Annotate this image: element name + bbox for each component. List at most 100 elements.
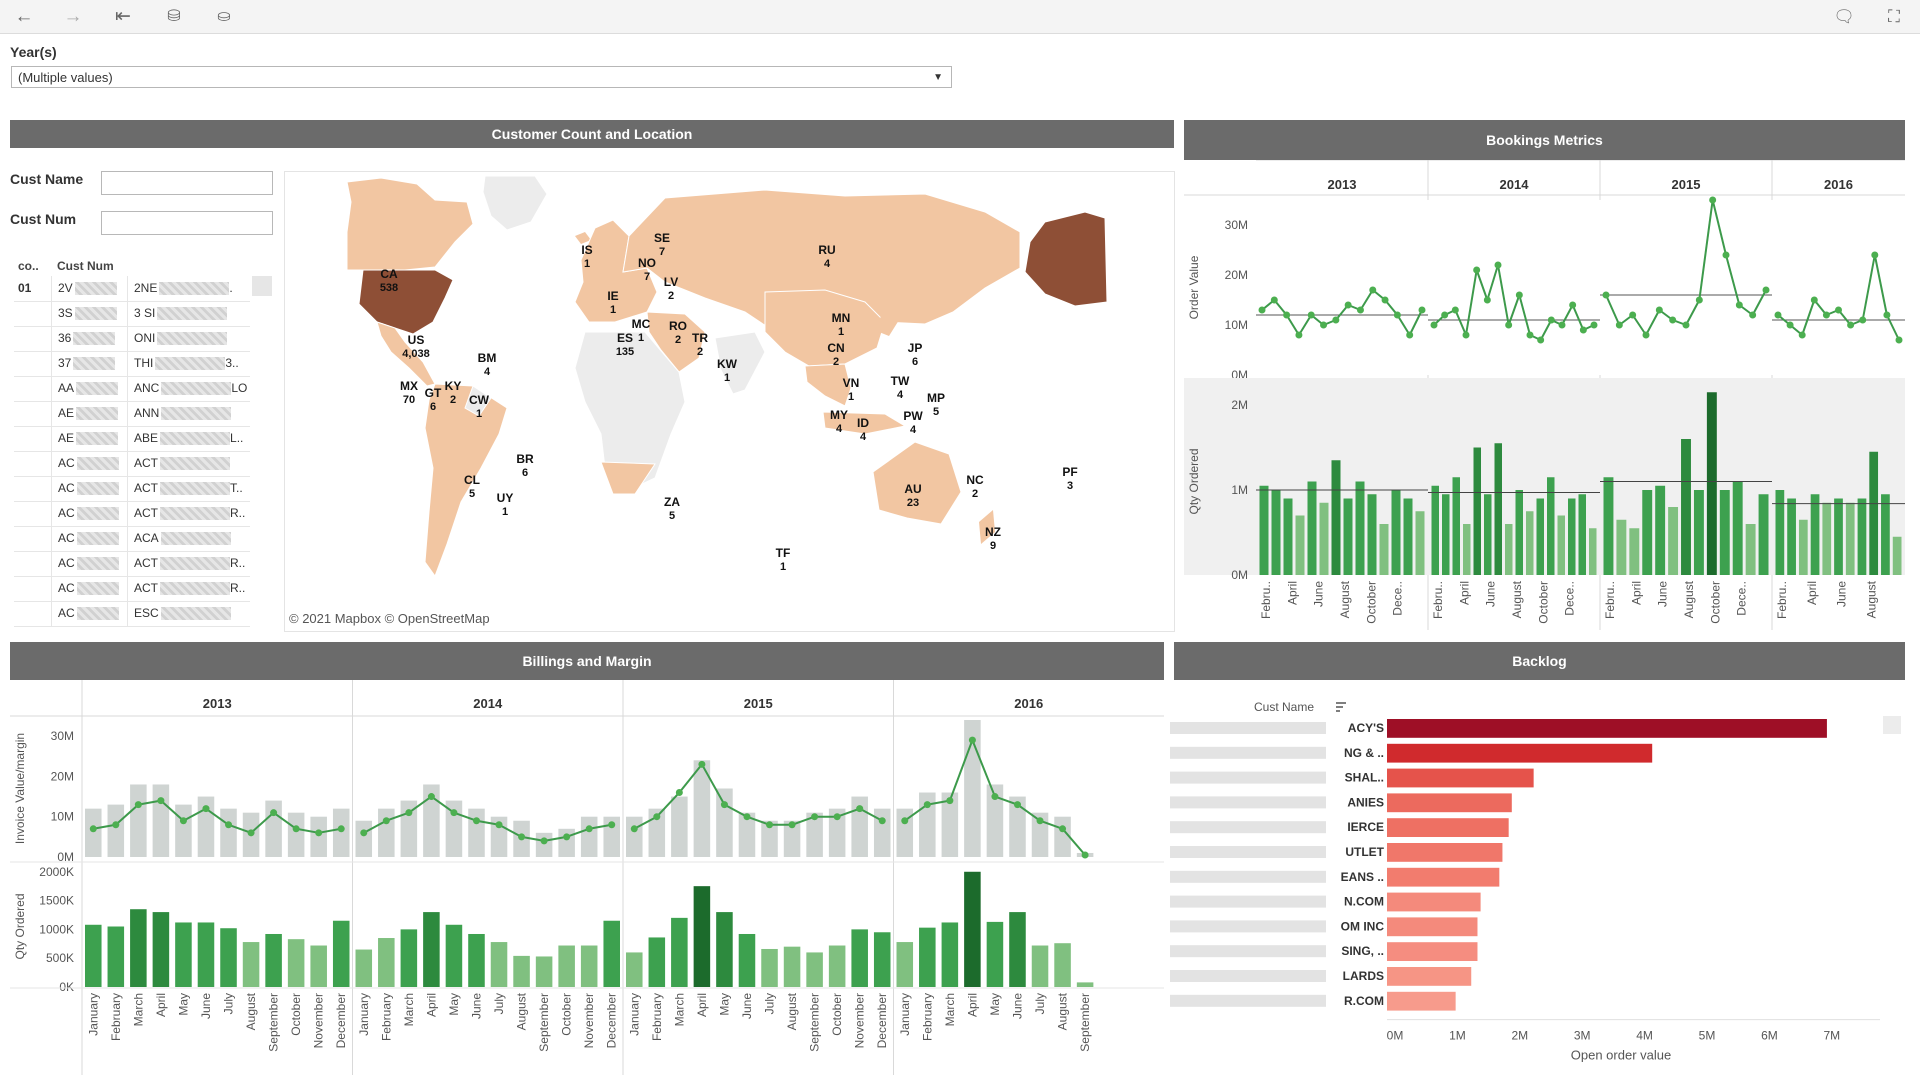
table-row[interactable]: AC ACT R..: [14, 576, 250, 602]
data-point: [1895, 336, 1903, 344]
refresh-data-icon[interactable]: ⛁: [167, 8, 181, 25]
qty-bar: [851, 929, 868, 987]
table-row[interactable]: AA ANC LO: [14, 376, 250, 402]
bar: [1668, 507, 1679, 575]
bar: [1719, 490, 1730, 575]
invoice-bar: [941, 792, 959, 857]
map-label-code: LV: [664, 275, 678, 289]
table-row[interactable]: 3S 3 SI: [14, 301, 250, 327]
bar: [1452, 477, 1460, 575]
table-row[interactable]: 36 ONI: [14, 326, 250, 352]
x-tick-label: June: [199, 993, 213, 1019]
bar: [1367, 494, 1377, 575]
cust-name-input[interactable]: [101, 171, 273, 195]
data-point: [1483, 296, 1491, 304]
qty-bar: [1054, 943, 1071, 987]
y-tick-label: 500K: [46, 951, 74, 965]
row-company: [14, 426, 52, 451]
map-label-code: BR: [516, 452, 534, 466]
data-point: [1655, 306, 1663, 314]
data-point: [1441, 311, 1449, 319]
qty-bar: [1031, 945, 1049, 987]
qty-bar: [761, 948, 778, 987]
invoice-bar: [648, 808, 666, 857]
data-point: [1709, 196, 1717, 204]
backlog-customer-label: UTLET: [1345, 845, 1384, 859]
billings-chart[interactable]: 2013 2014 2015 2016 30M 20M 10M 0M Invoice Value…: [10, 680, 1164, 1075]
map-label-code: SE: [654, 231, 670, 245]
revert-icon[interactable]: ⇤: [115, 6, 131, 27]
table-row[interactable]: AC ACT: [14, 451, 250, 477]
cust-num-input[interactable]: [101, 211, 273, 235]
x-tick-label: January: [86, 993, 100, 1036]
data-point: [1871, 251, 1879, 259]
x-tick-label: June: [1656, 581, 1670, 607]
bar: [1693, 490, 1704, 575]
margin-line-segment: [160, 799, 185, 822]
margin-point: [360, 829, 368, 837]
table-scrollbar[interactable]: [252, 276, 272, 296]
bar: [1655, 485, 1666, 575]
x-tick-label: January: [898, 993, 912, 1036]
margin-point: [720, 801, 728, 809]
table-row[interactable]: AE ANN: [14, 401, 250, 427]
qty-bar: [558, 945, 575, 987]
table-row[interactable]: 01 2V 2NE.: [14, 276, 250, 302]
row-cust-name: 2NE.: [127, 276, 257, 301]
y-tick-label: 30M: [1225, 218, 1248, 232]
table-row[interactable]: 37 THI 3..: [14, 351, 250, 377]
margin-line-segment: [723, 803, 748, 818]
invoice-bar: [873, 808, 891, 857]
margin-line-segment: [543, 835, 567, 842]
line-segment: [1698, 199, 1714, 301]
backlog-customer-label: LARDS: [1343, 969, 1384, 983]
table-row[interactable]: AE ABE L..: [14, 426, 250, 452]
y-axis-label: Qty Ordered: [13, 893, 27, 959]
redacted-text: [1170, 895, 1326, 908]
backlog-bar: [1387, 719, 1827, 738]
forward-icon[interactable]: →: [63, 6, 83, 27]
margin-line-segment: [273, 811, 297, 830]
margin-line-segment: [318, 827, 342, 834]
bar: [1822, 502, 1832, 575]
margin-line-segment: [138, 799, 162, 806]
fullscreen-icon[interactable]: ⛶: [1888, 7, 1900, 26]
back-icon[interactable]: ←: [14, 6, 34, 27]
map-label-count: 23: [907, 497, 919, 509]
customer-map[interactable]: CA 538 US 4,038 MX 70 BM 4 KY 2 GT 6 CW 1 BR 6 CL 5 UY 1 IS 1…: [284, 171, 1175, 632]
margin-point: [382, 817, 390, 825]
y-tick-label: 30M: [51, 729, 74, 743]
bookings-year-header: 2016: [1824, 177, 1853, 192]
data-point: [1515, 291, 1523, 299]
redacted-text: [76, 582, 119, 596]
year-filter-select[interactable]: (Multiple values) ▼: [11, 66, 952, 88]
table-row[interactable]: AC ACT R..: [14, 501, 250, 527]
table-row[interactable]: AC ACA: [14, 526, 250, 552]
margin-point: [1036, 817, 1044, 825]
bar: [1775, 490, 1785, 575]
qty-bar: [603, 920, 620, 987]
redacted-text: [76, 407, 119, 421]
data-point: [1393, 311, 1401, 319]
row-company: [14, 401, 52, 426]
bookings-chart[interactable]: 2013 2014 2015 2016 30M 20M 10M 0M Order Value 2M…: [1184, 160, 1905, 630]
table-row[interactable]: AC ACT R..: [14, 551, 250, 577]
invoice-bar: [716, 788, 733, 857]
bar: [1442, 494, 1450, 575]
backlog-chart[interactable]: Cust Name ACY'S NG & .. SHAL.. ANIES IERCE UTL…: [1170, 680, 1905, 1075]
margin-point: [630, 825, 638, 833]
row-cust-name: THI 3..: [127, 351, 257, 376]
margin-point: [518, 833, 526, 841]
table-row[interactable]: AC ACT T..: [14, 476, 250, 502]
row-cust-name: ANN: [127, 401, 257, 426]
data-point: [1494, 261, 1502, 269]
pause-updates-icon[interactable]: ⛀: [217, 8, 231, 25]
margin-line-segment: [1061, 828, 1086, 856]
comments-icon[interactable]: 🗨: [1833, 7, 1855, 26]
table-row[interactable]: AC ESC: [14, 601, 250, 627]
backlog-bar: [1387, 892, 1481, 912]
invoice-bar: [603, 816, 620, 857]
margin-line-segment: [408, 795, 432, 814]
x-tick-label: November: [582, 993, 596, 1048]
data-point: [1537, 336, 1545, 344]
